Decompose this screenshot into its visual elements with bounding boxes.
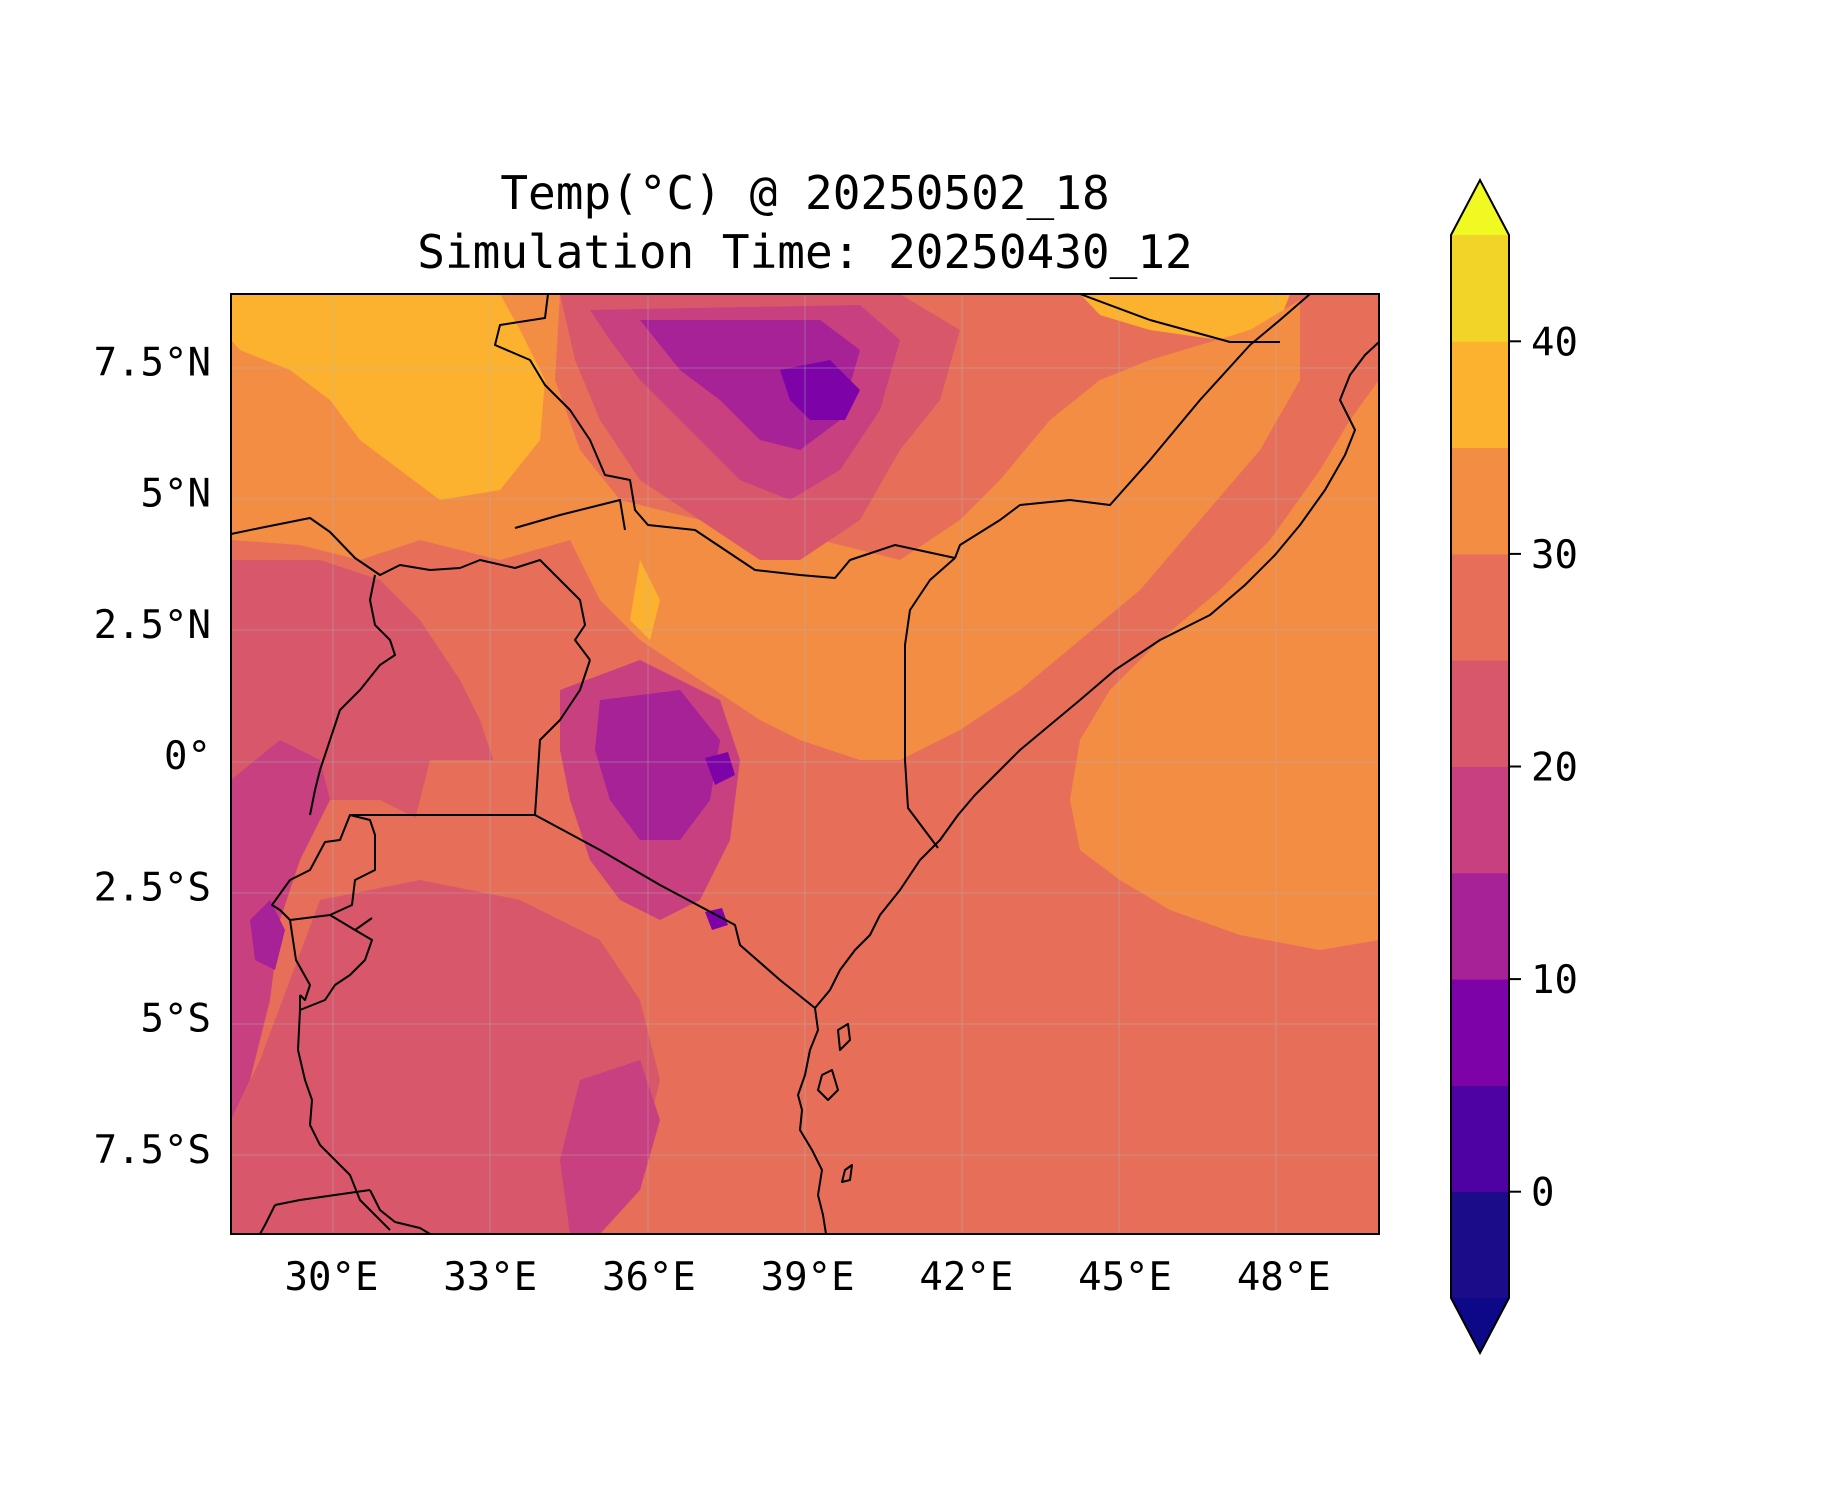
coastline-island-zanzibar [817,1069,839,1101]
coastline-east-africa [814,341,1379,1009]
region-mt-kenya [705,752,735,785]
border-lake-tanganyika [297,995,391,1231]
colorbar-outline [1450,177,1510,1356]
lat-tick-label: 0° [164,734,211,779]
lon-tick-label: 30°E [285,1255,379,1300]
border-ethiopia-north [1079,294,1280,343]
map-panel [231,294,1379,1234]
lon-tick-label: 48°E [1237,1255,1331,1300]
colorbar-extend-max [1451,180,1509,235]
lon-tick-label: 45°E [1078,1255,1172,1300]
border-drc-uganda [309,574,396,816]
graticule [231,294,1379,1234]
region-north-kenya-warm [560,300,1300,760]
region-albertine-rift [231,740,330,1120]
lon-tick-label: 42°E [919,1255,1013,1300]
colorbar-segment [1451,979,1509,1086]
lat-tick-label: 5°S [141,997,211,1042]
region-tanzania-interior [231,880,660,1234]
lon-tick-label: 33°E [443,1255,537,1300]
colorbar-segment [1451,235,1509,342]
colorbar-segment [1451,766,1509,874]
region-lake-victoria-warm [410,760,545,880]
title-line-2: Simulation Time: 20250430_12 [417,225,1192,279]
region-uganda [231,560,500,980]
coastline-tanzania [797,1007,827,1234]
region-kenyan-highlands-cold [595,690,720,840]
region-tanzania-highlands [560,1060,660,1234]
lat-tick-label: 7.5°N [94,340,211,385]
region-south-sudan-hot [231,294,545,500]
border-kenya-tanzania [534,814,816,1009]
lon-tick-label: 36°E [602,1255,696,1300]
region-kilimanjaro [705,908,728,930]
region-turkana-hot [630,560,660,640]
colorbar-tick-label: 40 [1531,320,1578,365]
colorbar-segment [1451,660,1509,767]
colorbar-extend-min [1451,1298,1509,1353]
map-frame [230,293,1380,1235]
border-south-sudan-uganda [231,517,591,661]
border-south-sudan-kenya [514,499,626,531]
lon-tick-label: 39°E [761,1255,855,1300]
region-ethiopian-highlands-coldest [780,360,860,420]
coastline-island-pemba [837,1023,851,1051]
colorbar-segment [1451,553,1509,661]
border-malawi [369,1189,431,1234]
lat-tick-label: 5°N [141,472,211,517]
colorbar-segment [1451,447,1509,555]
colorbar-tick-label: 30 [1531,533,1578,578]
lat-tick-label: 2.5°N [94,603,211,648]
border-zambia-tanzania [259,1189,371,1234]
title-line-1: Temp(°C) @ 20250502_18 [500,166,1109,220]
lat-tick-label: 7.5°S [94,1128,211,1173]
region-northeast-hot [1080,294,1290,340]
colorbar-tick-label: 20 [1531,746,1578,791]
lat-tick-label: 2.5°S [94,865,211,910]
colorbar-segment [1451,1191,1509,1299]
colorbar-tick-label: 0 [1531,1171,1554,1216]
coastline-island-mafia [841,1164,853,1183]
border-kenya-somalia [904,557,956,849]
colorbar-segment [1451,1085,1509,1193]
border-south-sudan-ethiopia [494,294,956,579]
colorbar-segment [1451,341,1509,449]
border-tanganyika-east [299,929,373,1011]
colorbar: 0 10 20 30 40 [1450,177,1578,1356]
border-uganda-kenya [534,659,591,816]
borders [231,294,1379,1234]
colorbar-tick-label: 10 [1531,958,1578,1003]
region-rift-cold [250,900,285,970]
lat-tick-labels: 7.5°N 5°N 2.5°N 0° 2.5°S 5°S 7.5°S [94,340,211,1173]
lon-tick-labels: 30°E 33°E 36°E 39°E 42°E 45°E 48°E [285,1255,1331,1300]
region-ethiopian-highlands-cold [640,320,860,450]
colorbar-segment [1451,872,1509,980]
border-ethiopia-somalia [954,294,1311,559]
